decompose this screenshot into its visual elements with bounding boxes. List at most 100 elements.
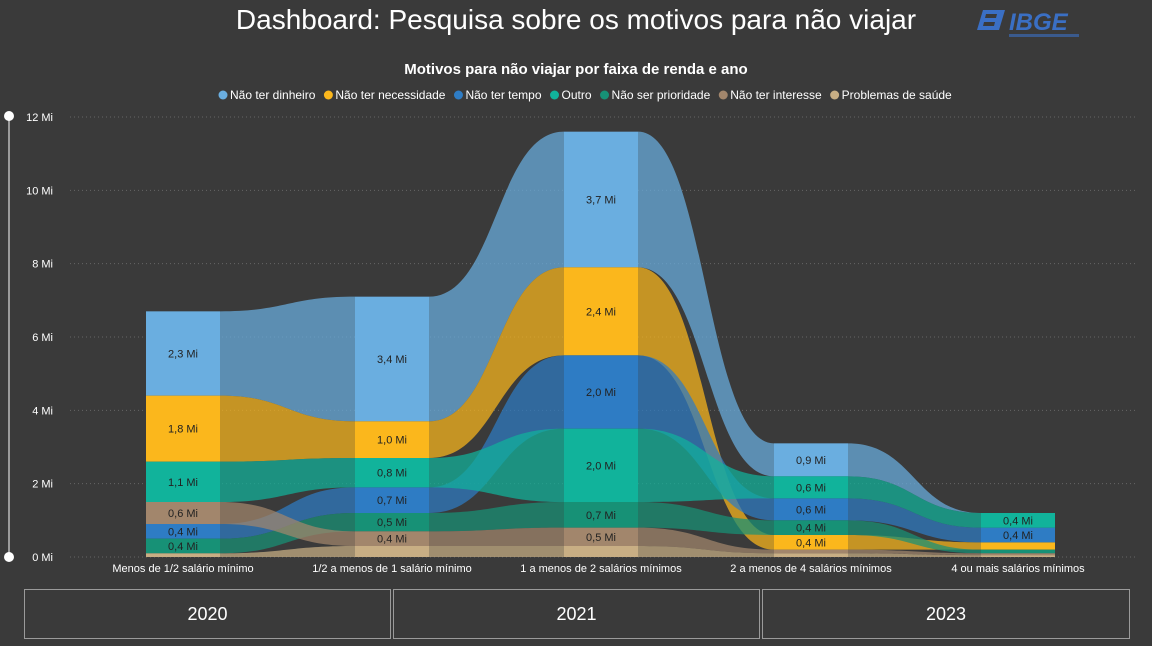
ribbon-3-2 bbox=[638, 428, 774, 502]
data-label-4-3: 0,4 Mi bbox=[796, 523, 826, 535]
ribbon-0-3 bbox=[848, 443, 981, 513]
y-tick-label: 6 Mi bbox=[32, 332, 53, 344]
bar-segment-5-4 bbox=[981, 553, 1055, 556]
data-label-2-4: 0,4 Mi bbox=[1003, 530, 1033, 542]
data-label-3-4: 0,4 Mi bbox=[1003, 515, 1033, 527]
bar-segment-0-1 bbox=[355, 296, 429, 422]
bar-segment-5-2 bbox=[564, 527, 638, 546]
ribbon-3-3 bbox=[848, 476, 981, 528]
category-label-4: 4 ou mais salários mínimos bbox=[951, 563, 1085, 575]
category-label-0: Menos de 1/2 salário mínimo bbox=[112, 563, 253, 575]
legend-label-4: Não ser prioridade bbox=[612, 88, 711, 102]
data-label-5-2: 0,5 Mi bbox=[586, 532, 616, 544]
bar-segment-4-0 bbox=[146, 538, 220, 554]
bar-segment-3-3 bbox=[774, 476, 848, 499]
data-label-1-0: 1,8 Mi bbox=[168, 424, 198, 436]
bar-segment-1-1 bbox=[355, 421, 429, 458]
legend-marker-3 bbox=[550, 90, 560, 100]
data-label-4-0: 0,4 Mi bbox=[168, 541, 198, 553]
data-label-0-3: 0,9 Mi bbox=[796, 455, 826, 467]
data-label-1-3: 0,4 Mi bbox=[796, 537, 826, 549]
ribbon-5-1 bbox=[429, 527, 564, 546]
y-tick-label: 12 Mi bbox=[26, 112, 53, 124]
legend-label-3: Outro bbox=[562, 88, 592, 102]
data-label-5-0: 0,6 Mi bbox=[168, 508, 198, 520]
bar-segment-4-4 bbox=[981, 549, 1055, 554]
bar-segment-5-0 bbox=[146, 502, 220, 524]
ribbon-6-2 bbox=[638, 546, 774, 557]
y-tick-label: 4 Mi bbox=[32, 405, 53, 417]
legend-label-0: Não ter dinheiro bbox=[230, 88, 316, 102]
bar-segment-0-3 bbox=[774, 443, 848, 477]
legend-marker-2 bbox=[453, 90, 463, 100]
bar-segment-1-4 bbox=[981, 542, 1055, 550]
ribbon-6-3 bbox=[848, 553, 981, 557]
ibge-logo-mark bbox=[977, 10, 1005, 30]
ribbon-1-2 bbox=[638, 267, 774, 550]
bar-segment-2-3 bbox=[774, 498, 848, 521]
bars: 2,3 Mi 1,8 Mi 0,4 Mi 1,1 Mi 0,4 Mi 0,6 Mi 3,4 … bbox=[146, 131, 1055, 557]
data-label-0-1: 3,4 Mi bbox=[377, 354, 407, 366]
ribbon-5-3 bbox=[848, 549, 981, 556]
year-button-2023[interactable]: 2023 bbox=[762, 589, 1130, 639]
category-label-2: 1 a menos de 2 salários mínimos bbox=[520, 563, 682, 575]
ibge-logo: IBGE bbox=[977, 9, 1079, 37]
data-label-3-0: 1,1 Mi bbox=[168, 477, 198, 489]
chart-title: Motivos para não viajar por faixa de ren… bbox=[404, 61, 747, 78]
bar-segment-1-3 bbox=[774, 535, 848, 550]
ribbon-0-1 bbox=[429, 131, 564, 422]
bar-segment-6-4 bbox=[981, 555, 1055, 557]
y-tick-label: 8 Mi bbox=[32, 259, 53, 271]
year-button-2020[interactable]: 2020 bbox=[24, 589, 391, 639]
category-label-1: 1/2 a menos de 1 salário mínimo bbox=[312, 563, 472, 575]
legend-marker-5 bbox=[718, 90, 728, 100]
y-tick-label: 10 Mi bbox=[26, 185, 53, 197]
ribbon-4-1 bbox=[429, 502, 564, 532]
bar-segment-2-0 bbox=[146, 524, 220, 539]
data-label-0-0: 2,3 Mi bbox=[168, 349, 198, 361]
ribbon-5-0 bbox=[220, 502, 355, 546]
ribbon-4-3 bbox=[848, 520, 981, 554]
bar-segment-2-4 bbox=[981, 527, 1055, 543]
bar-segment-2-2 bbox=[564, 355, 638, 429]
bar-segment-4-2 bbox=[564, 502, 638, 528]
data-label-2-0: 0,4 Mi bbox=[168, 526, 198, 538]
ribbon-0-0 bbox=[220, 296, 355, 422]
bar-segment-5-3 bbox=[774, 549, 848, 554]
ribbon-3-1 bbox=[429, 428, 564, 502]
bar-segment-0-2 bbox=[564, 131, 638, 268]
legend-label-6: Problemas de saúde bbox=[842, 88, 952, 102]
legend-marker-6 bbox=[830, 90, 840, 100]
data-label-0-2: 3,7 Mi bbox=[586, 195, 616, 207]
ribbon-5-2 bbox=[638, 527, 774, 554]
bar-segment-4-3 bbox=[774, 520, 848, 535]
ribbon-4-2 bbox=[638, 502, 774, 535]
legend-label-5: Não ter interesse bbox=[730, 88, 822, 102]
data-label-3-3: 0,6 Mi bbox=[796, 482, 826, 494]
ribbon-0-2 bbox=[638, 131, 774, 477]
category-label-3: 2 a menos de 4 salários mínimos bbox=[730, 563, 892, 575]
ribbon-3-0 bbox=[220, 458, 355, 502]
y-range-slider-top-handle bbox=[4, 111, 14, 121]
y-tick-label: 2 Mi bbox=[32, 479, 53, 491]
bar-segment-3-1 bbox=[355, 458, 429, 488]
ribbon-1-0 bbox=[220, 395, 355, 462]
legend-marker-0 bbox=[218, 90, 228, 100]
bar-segment-5-1 bbox=[355, 531, 429, 546]
bar-segment-3-0 bbox=[146, 461, 220, 502]
bar-segment-6-1 bbox=[355, 546, 429, 557]
bar-segment-0-0 bbox=[146, 311, 220, 396]
bar-segment-6-2 bbox=[564, 546, 638, 557]
data-label-1-1: 1,0 Mi bbox=[377, 435, 407, 447]
data-label-3-1: 0,8 Mi bbox=[377, 468, 407, 480]
bar-segment-6-3 bbox=[774, 553, 848, 557]
bar-segment-1-2 bbox=[564, 267, 638, 356]
year-button-2021[interactable]: 2021 bbox=[393, 589, 760, 639]
bar-segment-4-1 bbox=[355, 513, 429, 532]
bar-segment-2-1 bbox=[355, 487, 429, 513]
legend-marker-4 bbox=[600, 90, 610, 100]
ribbon-2-3 bbox=[848, 498, 981, 543]
bar-segment-3-2 bbox=[564, 428, 638, 502]
y-range-slider-bottom-handle bbox=[4, 552, 14, 562]
data-label-3-2: 2,0 Mi bbox=[586, 460, 616, 472]
